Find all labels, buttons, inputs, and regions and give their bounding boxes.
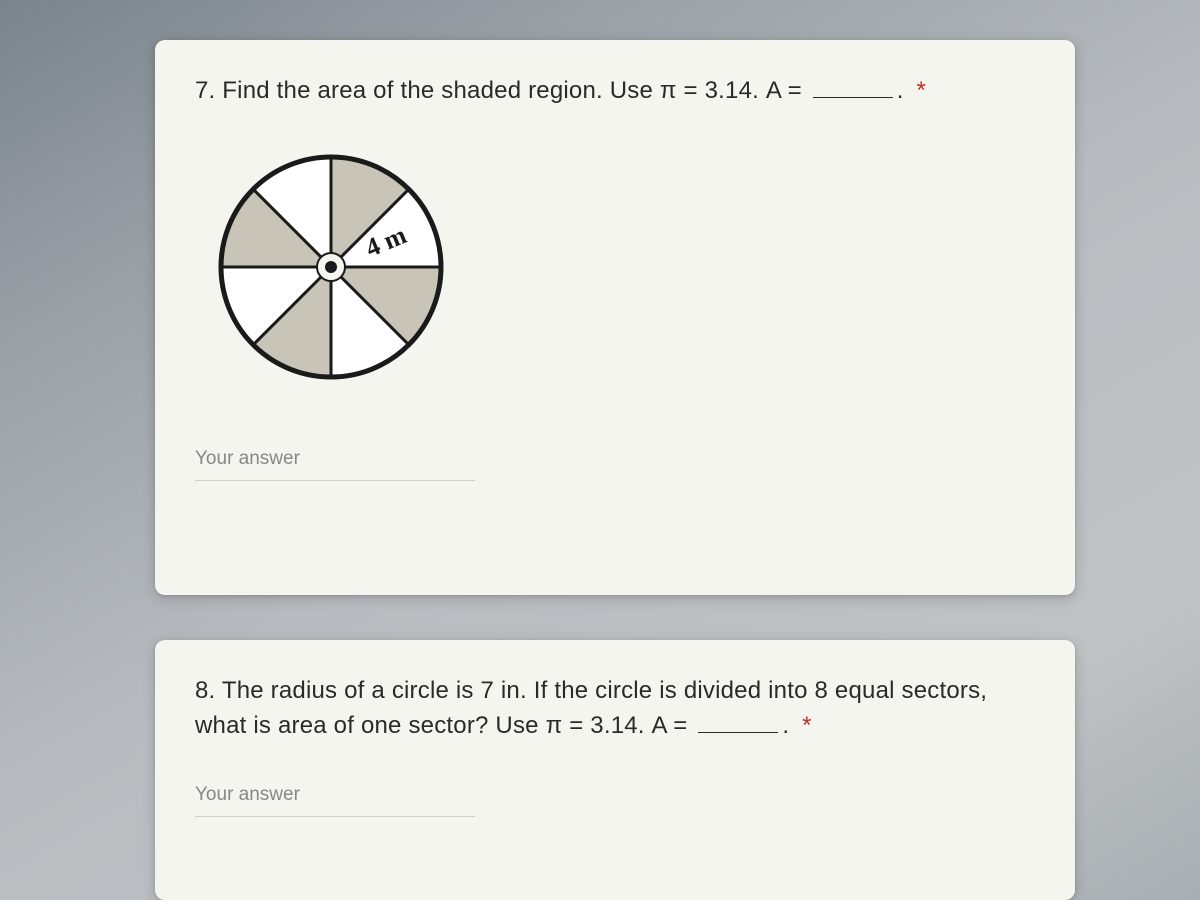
question-8-text: 8. The radius of a circle is 7 in. If th…	[195, 674, 1035, 744]
circle-sector-diagram: 4 m	[201, 137, 461, 397]
question-7-prompt: Find the area of the shaded region. Use …	[222, 77, 802, 104]
question-8-period: .	[782, 712, 789, 739]
answer-blank	[698, 711, 778, 732]
required-asterisk: *	[802, 712, 812, 739]
required-asterisk: *	[916, 77, 926, 104]
answer-placeholder: Your answer	[195, 448, 300, 469]
answer-input-8[interactable]: Your answer	[195, 784, 475, 817]
question-card-8: 8. The radius of a circle is 7 in. If th…	[155, 640, 1075, 900]
question-card-7: 7. Find the area of the shaded region. U…	[155, 40, 1075, 595]
question-8-prompt: The radius of a circle is 7 in. If the c…	[195, 677, 987, 739]
answer-blank	[813, 77, 893, 98]
question-7-text: 7. Find the area of the shaded region. U…	[195, 74, 1035, 109]
answer-input-7[interactable]: Your answer	[195, 448, 475, 481]
question-8-number: 8.	[195, 677, 215, 704]
question-7-figure: 4 m	[201, 137, 1035, 402]
question-7-number: 7.	[195, 77, 215, 104]
answer-placeholder: Your answer	[195, 784, 300, 805]
question-7-period: .	[897, 77, 904, 104]
